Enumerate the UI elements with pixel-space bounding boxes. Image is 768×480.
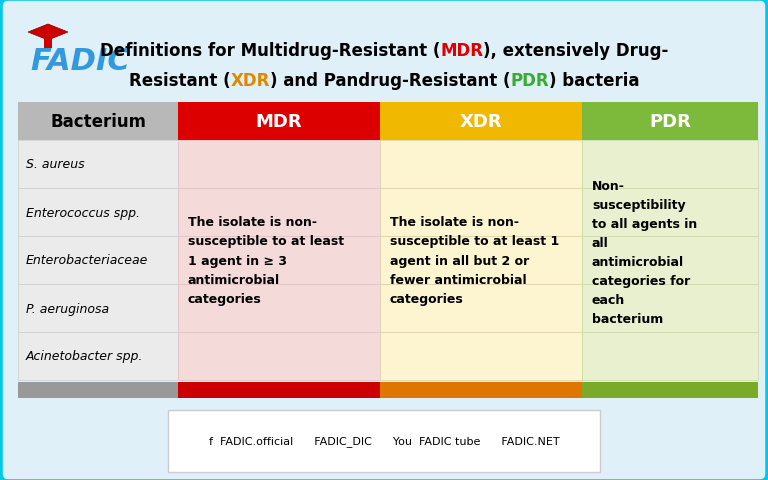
Text: P. aeruginosa: P. aeruginosa (26, 302, 109, 315)
Bar (380, 103, 582, 141)
Bar (178, 189, 380, 237)
Bar (44, 39, 52, 49)
Text: Acinetobacter spp.: Acinetobacter spp. (26, 350, 144, 363)
Bar (18, 332, 178, 380)
Polygon shape (28, 25, 68, 41)
Text: MDR: MDR (440, 42, 483, 60)
Bar (380, 189, 582, 237)
Bar (582, 189, 758, 237)
Bar (380, 237, 582, 285)
Text: Non-
susceptibility
to all agents in
all
antimicrobial
categories for
each
bacte: Non- susceptibility to all agents in all… (592, 180, 697, 325)
Bar (178, 332, 380, 380)
Bar (18, 285, 178, 332)
Bar (18, 103, 178, 141)
Text: ®: ® (113, 48, 123, 58)
Bar (178, 382, 380, 398)
Bar (380, 285, 582, 332)
Text: Enterococcus spp.: Enterococcus spp. (26, 206, 140, 219)
Text: ), extensively Drug-: ), extensively Drug- (483, 42, 668, 60)
FancyBboxPatch shape (168, 410, 600, 472)
Bar (178, 237, 380, 285)
Bar (582, 382, 758, 398)
Bar (18, 382, 178, 398)
Bar (582, 285, 758, 332)
Text: S. aureus: S. aureus (26, 158, 84, 171)
Bar (582, 141, 758, 189)
Text: The isolate is non-
susceptible to at least 1
agent in all but 2 or
fewer antimi: The isolate is non- susceptible to at le… (390, 216, 559, 305)
Bar (380, 382, 582, 398)
Text: Enterobacteriaceae: Enterobacteriaceae (26, 254, 148, 267)
Bar (380, 141, 582, 189)
Bar (18, 237, 178, 285)
Bar (178, 141, 380, 189)
Bar (380, 332, 582, 380)
Bar (582, 237, 758, 285)
Text: FADIC: FADIC (30, 47, 130, 75)
Bar (178, 103, 380, 141)
Text: Resistant (: Resistant ( (129, 72, 230, 90)
Bar (18, 31, 158, 91)
Text: ) bacteria: ) bacteria (549, 72, 639, 90)
Text: PDR: PDR (510, 72, 549, 90)
Bar (18, 141, 178, 189)
Bar (178, 285, 380, 332)
Text: ) and Pandrug-Resistant (: ) and Pandrug-Resistant ( (270, 72, 510, 90)
Text: XDR: XDR (230, 72, 270, 90)
Text: XDR: XDR (460, 113, 502, 131)
Bar (582, 332, 758, 380)
Text: Bacterium: Bacterium (50, 113, 146, 131)
Text: PDR: PDR (649, 113, 691, 131)
Text: f  FADIC.official      FADIC_DIC      You  FADIC tube      FADIC.NET: f FADIC.official FADIC_DIC You FADIC tub… (209, 436, 559, 446)
Bar (18, 189, 178, 237)
Bar (582, 103, 758, 141)
Text: MDR: MDR (256, 113, 303, 131)
Text: Definitions for Multidrug-Resistant (: Definitions for Multidrug-Resistant ( (100, 42, 440, 60)
Text: The isolate is non-
susceptible to at least
1 agent in ≥ 3
antimicrobial
categor: The isolate is non- susceptible to at le… (188, 216, 344, 305)
